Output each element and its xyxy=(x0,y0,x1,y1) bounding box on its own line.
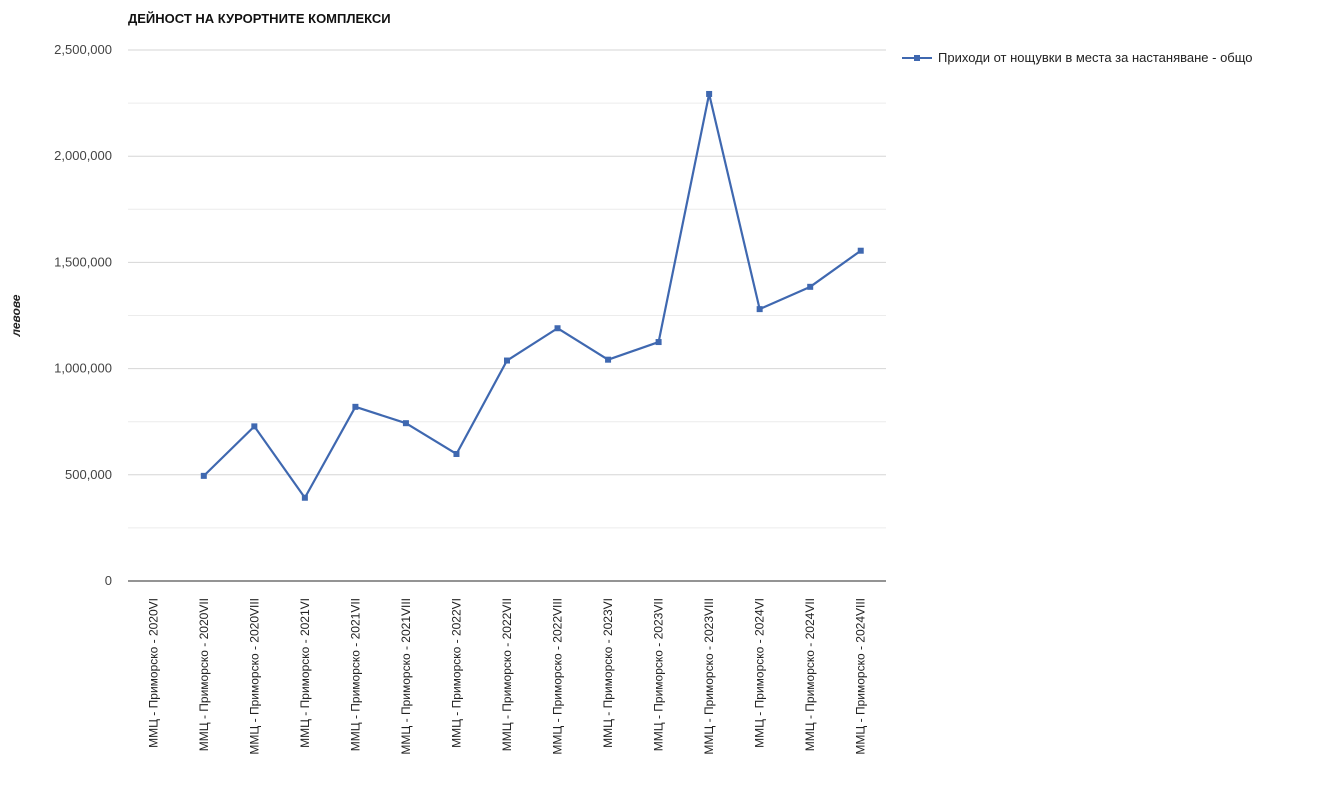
data-point xyxy=(706,90,713,97)
data-point xyxy=(200,472,207,479)
data-point xyxy=(453,450,460,457)
legend-label: Приходи от нощувки в места за настаняван… xyxy=(938,50,1253,65)
x-tick-label: ММЦ - Приморско - 2022VIII xyxy=(551,598,565,755)
x-tick-label: ММЦ - Приморско - 2021VI xyxy=(298,598,312,748)
data-point xyxy=(504,357,510,364)
x-tick-label: ММЦ - Приморско - 2024VII xyxy=(803,598,817,751)
y-tick-label: 2,500,000 xyxy=(54,42,112,57)
x-tick-label: ММЦ - Приморско - 2020VI xyxy=(146,598,160,748)
y-tick-label: 0 xyxy=(105,573,112,588)
data-point xyxy=(857,247,864,254)
x-tick-label: ММЦ - Приморско - 2020VII xyxy=(197,598,211,751)
y-axis-label: левове xyxy=(9,294,23,337)
x-tick-label: ММЦ - Приморско - 2022VI xyxy=(449,598,463,748)
data-point xyxy=(756,306,763,313)
x-tick-label: ММЦ - Приморско - 2022VII xyxy=(500,598,514,751)
y-tick-label: 2,000,000 xyxy=(54,148,112,163)
x-tick-label: ММЦ - Приморско - 2021VIII xyxy=(399,598,413,755)
data-point xyxy=(301,494,308,501)
data-point xyxy=(402,420,409,427)
legend-swatch xyxy=(902,52,932,64)
data-point xyxy=(352,403,359,410)
x-tick-label: ММЦ - Приморско - 2024VIII xyxy=(854,598,868,755)
x-tick-label: ММЦ - Приморско - 2023VIII xyxy=(702,598,716,755)
x-tick-label: ММЦ - Приморско - 2024VI xyxy=(753,598,767,748)
y-tick-label: 1,500,000 xyxy=(54,254,112,269)
y-tick-label: 1,000,000 xyxy=(54,361,112,376)
data-point xyxy=(251,423,258,430)
x-tick-label: ММЦ - Приморско - 2021VII xyxy=(348,598,362,751)
x-tick-label: ММЦ - Приморско - 2023VII xyxy=(652,598,666,751)
data-point xyxy=(655,339,662,346)
legend: Приходи от нощувки в места за настаняван… xyxy=(902,50,1253,65)
data-point xyxy=(605,356,612,363)
chart-title: ДЕЙНОСТ НА КУРОРТНИТЕ КОМПЛЕКСИ xyxy=(128,11,391,26)
y-tick-label: 500,000 xyxy=(65,467,112,482)
x-tick-label: ММЦ - Приморско - 2023VI xyxy=(601,598,615,748)
x-tick-label: ММЦ - Приморско - 2020VIII xyxy=(247,598,261,755)
data-point xyxy=(554,325,561,332)
series-line xyxy=(203,92,862,499)
data-point xyxy=(807,283,814,290)
